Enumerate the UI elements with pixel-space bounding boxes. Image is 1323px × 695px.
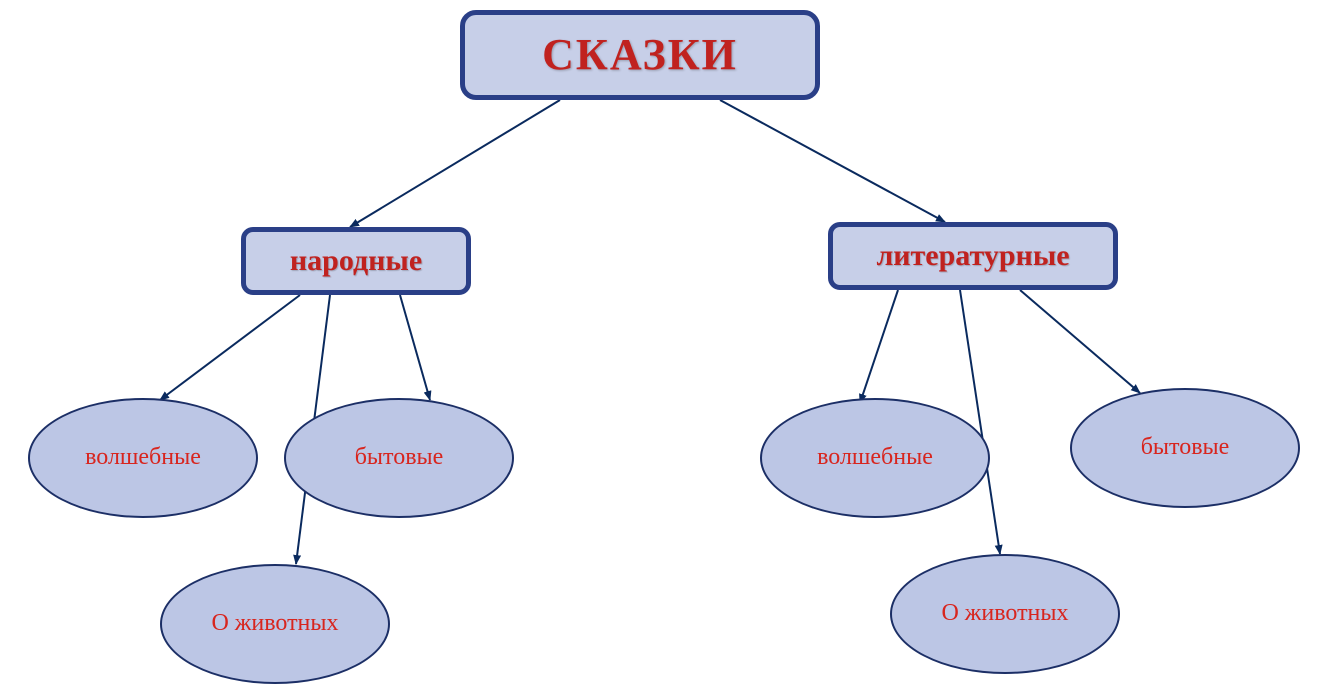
edge-arrow [400,295,430,400]
edge-arrow [720,100,945,222]
lit-domestic-label: бытовые [1131,431,1240,465]
literary-label: литературные [866,235,1079,277]
edge-arrow [860,290,898,403]
lit-magic-label: волшебные [807,441,943,475]
folk-domestic-node: бытовые [284,398,514,518]
root-label: СКАЗКИ [532,24,748,86]
folk-domestic-label: бытовые [345,441,454,475]
lit-animals-node: О животных [890,554,1120,674]
folk-label: народные [280,240,432,282]
edge-arrow [160,295,300,400]
folk-animals-label: О животных [201,607,348,641]
folk-magic-label: волшебные [75,441,211,475]
lit-domestic-node: бытовые [1070,388,1300,508]
edge-arrow [1020,290,1140,393]
folk-animals-node: О животных [160,564,390,684]
folk-node: народные [241,227,471,295]
edge-arrow [350,100,560,227]
lit-magic-node: волшебные [760,398,990,518]
lit-animals-label: О животных [931,597,1078,631]
folk-magic-node: волшебные [28,398,258,518]
literary-node: литературные [828,222,1118,290]
root-node: СКАЗКИ [460,10,820,100]
